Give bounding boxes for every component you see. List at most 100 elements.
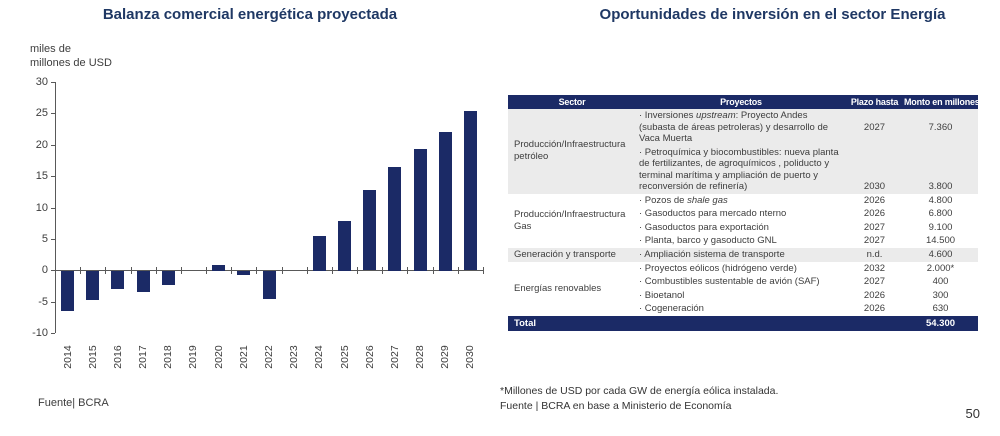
x-axis-tick — [357, 267, 358, 274]
monto-cell: 3.800 — [928, 181, 953, 192]
plazo-cell: n.d. — [866, 248, 883, 260]
bar-2022 — [263, 271, 276, 299]
x-axis-label: 2023 — [288, 345, 300, 369]
total-row: Total 54.300 — [508, 315, 978, 331]
x-axis-tick — [105, 267, 106, 274]
bar-2029 — [439, 132, 452, 271]
x-axis-tick — [231, 267, 232, 274]
x-axis-label: 2017 — [137, 345, 149, 369]
x-axis-label: 2025 — [339, 345, 351, 369]
monto-cell: 14.500 — [925, 235, 956, 246]
y-axis-tick — [51, 270, 55, 271]
plazo-cell: 2026 — [863, 194, 886, 206]
chart-source-note: Fuente| BCRA — [38, 397, 109, 409]
column-header: Sector — [558, 97, 586, 107]
monto-cell: 4.800 — [928, 194, 953, 206]
x-axis-tick — [433, 267, 434, 274]
x-axis-tick — [282, 267, 283, 274]
plazo-cell: 2032 — [863, 262, 886, 274]
project-cell: · Planta, barco y gasoducto GNL — [639, 235, 777, 246]
y-axis-tick-label: 30 — [35, 76, 48, 88]
x-axis-tick — [131, 267, 132, 274]
x-axis-tick — [55, 267, 56, 274]
bar-2027 — [388, 167, 401, 271]
y-axis-tick — [51, 302, 55, 303]
x-axis-tick — [483, 267, 484, 274]
column-header: Monto en millones — [904, 97, 980, 107]
footnote-asterisk: *Millones de USD por cada GW de energía … — [500, 385, 779, 397]
y-axis-tick — [51, 176, 55, 177]
plazo-cell: 2027 — [863, 235, 886, 246]
project-cell: · Gasoductos para mercado nterno — [639, 208, 787, 219]
table-footnotes: *Millones de USD por cada GW de energía … — [500, 384, 778, 414]
plazo-cell: 2026 — [863, 303, 886, 314]
y-axis-unit-label: miles de millones de USD — [30, 43, 112, 69]
plazo-cell: 2027 — [863, 221, 886, 233]
x-axis-tick — [407, 267, 408, 274]
total-value: 54.300 — [925, 317, 956, 329]
plazo-cell: 2027 — [863, 276, 886, 287]
bar-2014 — [61, 271, 74, 311]
x-axis-tick — [458, 267, 459, 274]
x-axis-label: 2022 — [263, 345, 275, 369]
plazo-cell: 2027 — [863, 121, 886, 133]
table-row: Energías renovables · Proyectos eólicos (… — [508, 261, 978, 294]
y-axis-tick-label: -10 — [32, 327, 48, 339]
bar-2017 — [137, 271, 150, 292]
bar-2025 — [338, 221, 351, 271]
project-cell: · Combustibles sustentable de avión (SAF… — [639, 276, 820, 287]
column-header: Plazo hasta — [850, 97, 899, 107]
project-cell: · Gasoductos para exportación — [639, 221, 769, 233]
x-axis-tick — [206, 267, 207, 274]
y-axis-tick-label: 10 — [35, 202, 48, 214]
table-row: Generación y transporte · Ampliación sist… — [508, 247, 978, 262]
x-axis-label: 2019 — [187, 345, 199, 369]
bar-2024 — [313, 236, 326, 271]
x-axis-line — [55, 270, 483, 271]
monto-cell: 400 — [932, 276, 949, 287]
project-cell: · Proyectos eólicos (hidrógeno verde) — [639, 262, 797, 274]
y-axis-tick-label: 25 — [35, 107, 48, 119]
x-axis-label: 2018 — [162, 345, 174, 369]
y-axis-tick-label: 5 — [41, 233, 48, 245]
monto-cell: 7.360 — [928, 121, 953, 133]
x-axis-label: 2026 — [364, 345, 376, 369]
monto-cell: 4.600 — [928, 248, 953, 260]
bar-2028 — [414, 149, 427, 271]
investment-opportunities-panel: Oportunidades de inversión en el sector … — [500, 0, 1000, 436]
bar-2015 — [86, 271, 99, 300]
y-axis-tick — [51, 145, 55, 146]
x-axis-label: 2016 — [112, 345, 124, 369]
table-row: Producción/Infraestructura Gas · Pozos de… — [508, 193, 978, 232]
x-axis-label: 2027 — [389, 345, 401, 369]
y-axis-tick — [51, 333, 55, 334]
bar-2020 — [212, 265, 225, 271]
bar-chart-plot-area: 30 25 20 15 10 5 0 -5 -10 2014 2015 2016 2017 2018 201… — [32, 76, 484, 369]
sector-cell: Energías renovables — [514, 282, 602, 294]
x-axis-label: 2024 — [313, 345, 325, 369]
y-axis-tick — [51, 82, 55, 83]
monto-cell: 6.800 — [928, 208, 953, 219]
x-axis-label: 2015 — [87, 345, 99, 369]
x-axis-tick — [332, 267, 333, 274]
bar-2026 — [363, 190, 376, 270]
energy-trade-balance-chart-panel: Balanza comercial energética proyectada … — [30, 6, 484, 409]
x-axis-label: 2020 — [213, 345, 225, 369]
x-axis-tick — [256, 267, 257, 274]
y-axis-tick — [51, 208, 55, 209]
bar-2030 — [464, 111, 477, 270]
investment-table-header: Sector Proyectos Plazo hasta Monto en millo… — [508, 95, 980, 109]
x-axis-tick — [382, 267, 383, 274]
x-axis-tick — [80, 267, 81, 274]
footnote-source: Fuente | BCRA en base a Ministerio de Ec… — [500, 400, 732, 412]
bar-2016 — [111, 271, 124, 289]
page-number: 50 — [965, 406, 980, 421]
investment-table: Sector Proyectos Plazo hasta Monto en millo… — [508, 95, 980, 331]
y-axis-tick-label: -5 — [38, 296, 48, 308]
project-cell: · Bioetanol — [639, 289, 685, 301]
y-axis-line — [55, 82, 56, 333]
chart-title: Balanza comercial energética proyectada — [102, 6, 398, 23]
x-axis-tick — [181, 267, 182, 274]
monto-cell: 2.000* — [926, 262, 955, 274]
bar-2018 — [162, 271, 175, 285]
